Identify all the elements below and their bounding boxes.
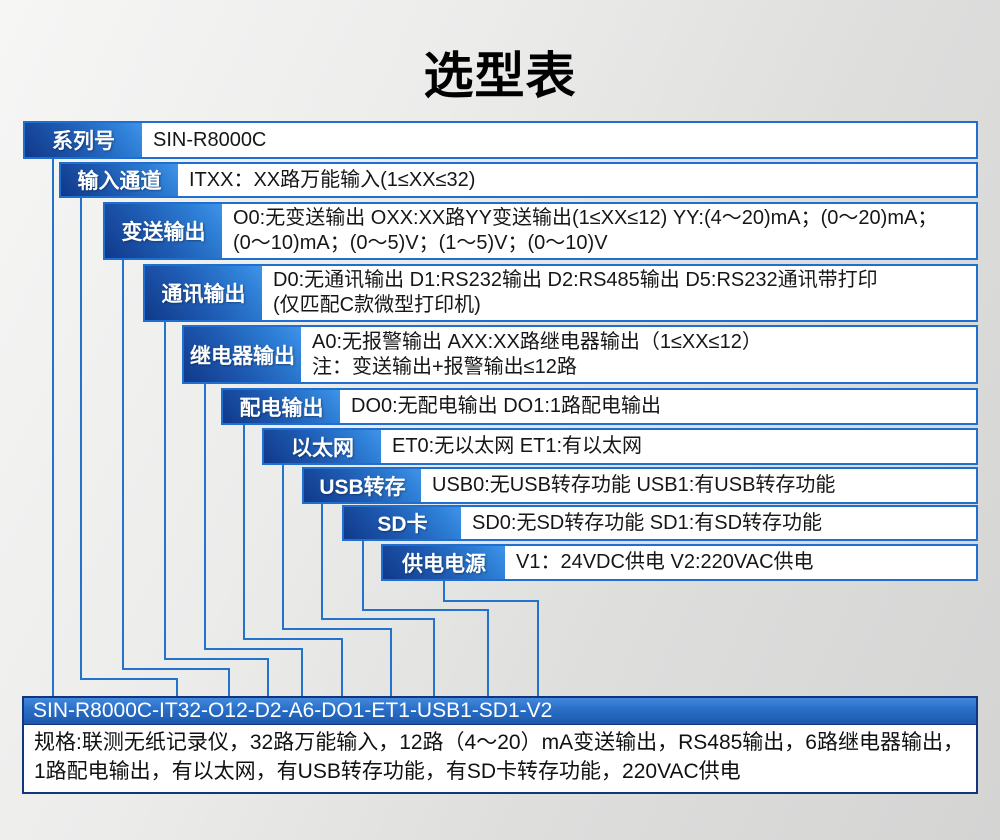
connector-line [341, 638, 343, 698]
connector-line [122, 260, 124, 670]
row-label: 继电器输出 [184, 327, 301, 382]
connector-line [80, 678, 178, 680]
connector-line [164, 658, 269, 660]
model-code-bar: SIN-R8000C-IT32-O12-D2-A6-DO1-ET1-USB1-S… [24, 698, 976, 725]
row-content: DO0:无配电输出 DO1:1路配电输出 [351, 395, 662, 417]
connector-line [433, 618, 435, 698]
page-title: 选型表 [423, 48, 577, 104]
connector-line [282, 465, 284, 630]
row-usb-transfer: USB转存 USB0:无USB转存功能 USB1:有USB转存功能 [302, 467, 978, 504]
connector-line [282, 628, 392, 630]
row-content: D0:无通讯输出 D1:RS232输出 D2:RS485输出 D5:RS232通… [273, 269, 878, 316]
row-label: 通讯输出 [145, 266, 262, 320]
connector-line [443, 600, 539, 602]
row-relay-output: 继电器输出 A0:无报警输出 AXX:XX路继电器输出（1≤XX≤12） 注：变… [182, 325, 978, 384]
ordering-example-block: SIN-R8000C-IT32-O12-D2-A6-DO1-ET1-USB1-S… [22, 696, 978, 794]
row-content: A0:无报警输出 AXX:XX路继电器输出（1≤XX≤12） 注：变送输出+报警… [312, 330, 762, 378]
row-content: O0:无变送输出 OXX:XX路YY变送输出(1≤XX≤12) YY:(4～20… [233, 207, 938, 254]
row-ethernet: 以太网 ET0:无以太网 ET1:有以太网 [262, 428, 978, 465]
connector-line [176, 678, 178, 698]
row-label: 变送输出 [105, 204, 222, 258]
row-content: USB0:无USB转存功能 USB1:有USB转存功能 [432, 474, 836, 496]
row-power-supply: 供电电源 V1：24VDC供电 V2:220VAC供电 [381, 544, 978, 581]
connector-line [122, 668, 230, 670]
connector-line [321, 618, 435, 620]
row-label: 以太网 [264, 430, 381, 463]
row-transmit-output: 变送输出 O0:无变送输出 OXX:XX路YY变送输出(1≤XX≤12) YY:… [103, 202, 978, 260]
row-label: 系列号 [25, 123, 142, 157]
connector-line [362, 609, 489, 611]
connector-line [390, 628, 392, 698]
row-series: 系列号 SIN-R8000C [23, 121, 978, 159]
row-content: ITXX：XX路万能输入(1≤XX≤32) [189, 168, 476, 191]
connector-line [487, 609, 489, 698]
row-input-channels: 输入通道 ITXX：XX路万能输入(1≤XX≤32) [59, 162, 978, 198]
row-label: 输入通道 [61, 164, 178, 196]
connector-line [301, 648, 303, 698]
row-label: SD卡 [344, 507, 461, 539]
connector-line [204, 648, 303, 650]
connector-line [443, 581, 445, 602]
connector-line [228, 668, 230, 698]
row-label: 配电输出 [223, 390, 340, 423]
connector-line [164, 322, 166, 660]
row-sd-card: SD卡 SD0:无SD转存功能 SD1:有SD转存功能 [342, 505, 978, 541]
row-label: 供电电源 [383, 546, 505, 579]
connector-line [321, 504, 323, 620]
connector-line [537, 600, 539, 698]
connector-line [52, 159, 54, 698]
row-content: SD0:无SD转存功能 SD1:有SD转存功能 [472, 511, 823, 534]
connector-line [267, 658, 269, 698]
connector-line [204, 384, 206, 650]
row-label: USB转存 [304, 469, 421, 502]
connector-line [243, 638, 343, 640]
connector-line [362, 541, 364, 611]
row-content: ET0:无以太网 ET1:有以太网 [392, 435, 643, 457]
connector-line [243, 425, 245, 640]
row-comm-output: 通讯输出 D0:无通讯输出 D1:RS232输出 D2:RS485输出 D5:R… [143, 264, 978, 322]
row-content: V1：24VDC供电 V2:220VAC供电 [516, 551, 814, 573]
connector-line [80, 198, 82, 680]
row-distribution-output: 配电输出 DO0:无配电输出 DO1:1路配电输出 [221, 388, 978, 425]
row-content: SIN-R8000C [153, 128, 267, 151]
spec-text: 规格:联测无纸记录仪，32路万能输入，12路（4～20）mA变送输出，RS485… [24, 725, 976, 792]
